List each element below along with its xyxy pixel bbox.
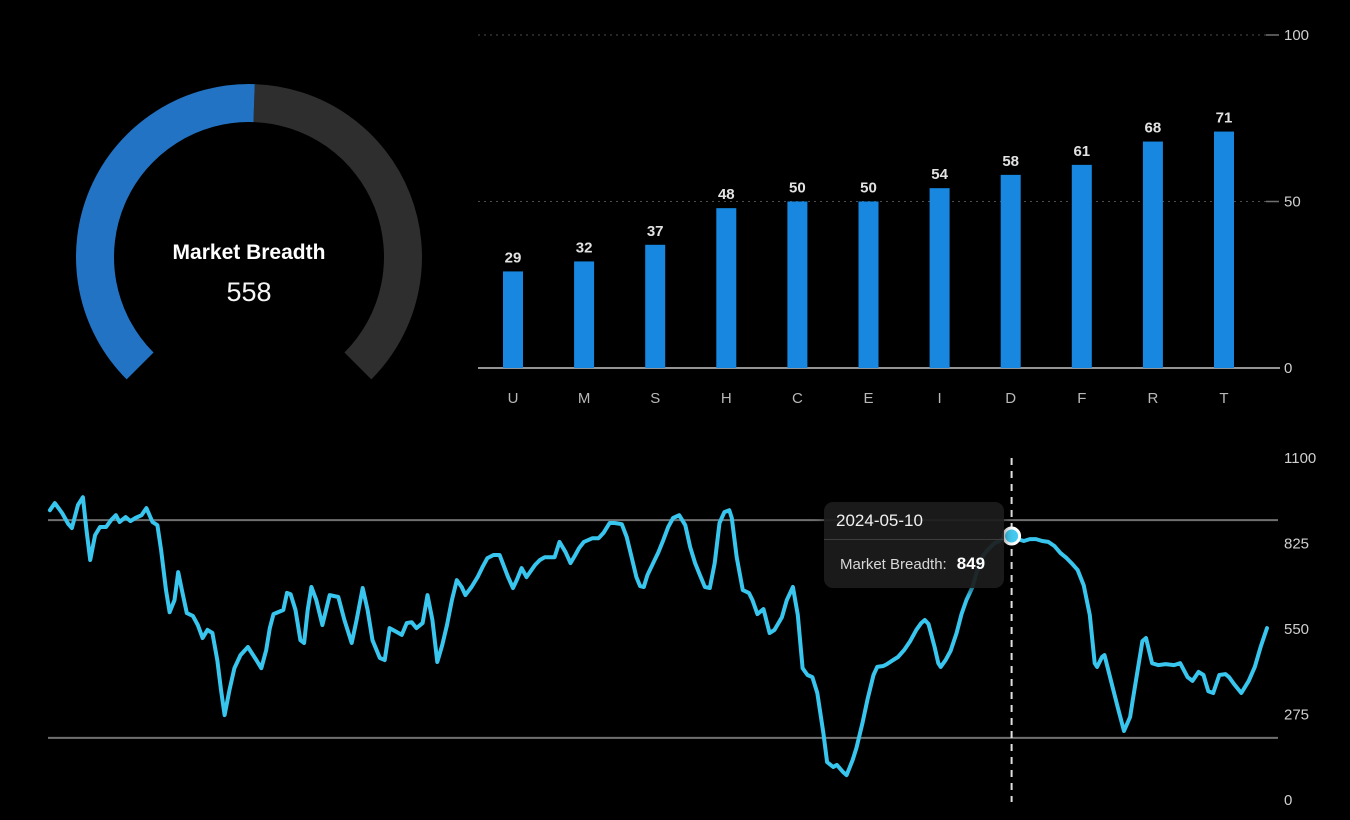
- bar[interactable]: [503, 271, 523, 368]
- x-axis-category-label: S: [650, 390, 660, 407]
- bar[interactable]: [1000, 174, 1021, 368]
- bar-value-label: 37: [647, 223, 664, 240]
- bar[interactable]: [858, 201, 879, 369]
- bar-value-label: 71: [1216, 110, 1233, 127]
- line-chart: 0 275 550 825 1100: [47, 450, 1316, 809]
- x-axis-category-label: T: [1219, 390, 1228, 407]
- y-axis-tick-label: 50: [1284, 194, 1301, 211]
- y-axis-tick-label: 275: [1284, 707, 1309, 724]
- line-series[interactable]: [47, 495, 1269, 778]
- bar-value-label: 50: [860, 180, 877, 197]
- bar[interactable]: [645, 244, 666, 368]
- tooltip-value: 849: [956, 554, 986, 573]
- x-axis-category-label: C: [792, 390, 803, 407]
- bar[interactable]: [716, 208, 737, 368]
- x-axis-category-label: E: [863, 390, 873, 407]
- y-axis-tick-label: 100: [1284, 27, 1309, 44]
- bar-value-label: 48: [718, 186, 735, 203]
- bar[interactable]: [1071, 164, 1092, 368]
- bar-value-label: 58: [1002, 153, 1019, 170]
- tooltip-row: Market Breadth: 849: [824, 540, 1004, 588]
- bar[interactable]: [787, 201, 808, 369]
- bar-value-label: 32: [576, 239, 593, 256]
- gauge-fill-arc: [76, 84, 255, 380]
- x-axis-category-label: H: [721, 390, 732, 407]
- gauge-chart: Market Breadth 558: [76, 84, 422, 380]
- y-axis-tick-label: 550: [1284, 621, 1309, 638]
- y-axis-tick-label: 825: [1284, 536, 1309, 553]
- gauge-track-arc: [253, 84, 422, 380]
- bar[interactable]: [929, 188, 950, 368]
- x-axis-category-label: I: [938, 390, 942, 407]
- gauge-value: 558: [226, 277, 271, 307]
- tooltip-date: 2024-05-10: [824, 502, 1004, 540]
- x-axis-category-label: D: [1005, 390, 1016, 407]
- highlight-marker[interactable]: [1002, 526, 1022, 546]
- bar[interactable]: [1214, 131, 1234, 368]
- tooltip-series-label: Market Breadth:: [840, 556, 947, 573]
- bar-value-label: 68: [1145, 120, 1162, 137]
- x-axis-category-label: R: [1147, 390, 1158, 407]
- chart-tooltip: 2024-05-10 Market Breadth: 849: [824, 502, 1004, 588]
- bar-value-label: 61: [1073, 143, 1090, 160]
- x-axis-category-label: U: [508, 390, 519, 407]
- bar[interactable]: [1142, 141, 1163, 368]
- gauge-title: Market Breadth: [173, 241, 326, 264]
- x-axis-category-label: F: [1077, 390, 1086, 407]
- bar[interactable]: [574, 261, 595, 368]
- y-axis-tick-label: 1100: [1284, 450, 1316, 467]
- bar-value-label: 50: [789, 180, 806, 197]
- bar-value-label: 29: [505, 249, 522, 266]
- x-axis-category-label: M: [578, 390, 591, 407]
- y-axis-tick-label: 0: [1284, 360, 1292, 377]
- bar-value-label: 54: [931, 166, 948, 183]
- y-axis-tick-label: 0: [1284, 792, 1292, 809]
- bar-chart: 0 50 100 29 U 32 M 37 S 48 H 50 C 50 E 54 I 58 D 61 F 68 R 71 T: [478, 27, 1309, 407]
